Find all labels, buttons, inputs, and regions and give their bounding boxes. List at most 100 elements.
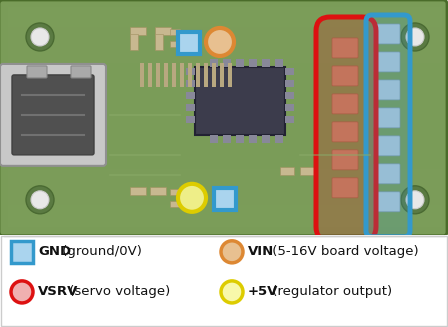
Bar — [8, 103, 442, 105]
Bar — [8, 43, 442, 45]
Bar — [8, 179, 442, 181]
Bar — [8, 41, 442, 43]
Bar — [8, 9, 442, 11]
Bar — [8, 19, 442, 21]
Bar — [8, 187, 442, 189]
Bar — [285, 68, 294, 75]
Bar — [8, 57, 442, 59]
Bar — [8, 163, 442, 165]
Bar — [8, 81, 442, 83]
Bar — [8, 27, 442, 29]
Bar — [228, 63, 232, 87]
Bar — [223, 59, 231, 67]
Bar — [8, 15, 442, 17]
Circle shape — [206, 28, 234, 56]
Bar — [8, 205, 442, 207]
Bar — [155, 34, 163, 50]
Bar — [8, 35, 442, 37]
Circle shape — [31, 191, 49, 209]
Bar — [8, 51, 442, 53]
Bar — [8, 165, 442, 167]
Bar — [8, 181, 442, 183]
Bar — [8, 221, 442, 223]
Bar — [8, 101, 442, 103]
FancyBboxPatch shape — [374, 164, 400, 184]
Bar — [285, 92, 294, 99]
Bar — [8, 67, 442, 69]
Bar — [164, 63, 168, 87]
Bar — [8, 69, 442, 71]
Bar — [8, 185, 442, 187]
Bar — [8, 107, 442, 109]
Bar — [186, 80, 195, 87]
Bar — [8, 167, 442, 169]
FancyBboxPatch shape — [0, 64, 106, 166]
Bar — [8, 219, 442, 221]
Bar — [11, 241, 33, 263]
Bar — [8, 149, 442, 151]
Text: (regulator output): (regulator output) — [268, 285, 392, 299]
Bar — [8, 79, 442, 81]
Bar — [8, 137, 442, 139]
Bar — [8, 53, 442, 55]
Bar — [8, 47, 442, 49]
Bar — [8, 213, 442, 215]
Bar — [140, 63, 144, 87]
Bar — [8, 169, 442, 171]
Circle shape — [406, 28, 424, 46]
Circle shape — [401, 23, 429, 51]
FancyBboxPatch shape — [71, 66, 91, 78]
Bar — [8, 25, 442, 27]
FancyBboxPatch shape — [374, 108, 400, 128]
Bar — [223, 135, 231, 143]
Bar — [8, 155, 442, 157]
Bar — [188, 63, 192, 87]
Bar — [196, 63, 200, 87]
FancyBboxPatch shape — [332, 66, 358, 86]
Bar — [155, 27, 171, 35]
Bar — [8, 141, 442, 143]
Bar — [8, 189, 442, 191]
Bar — [8, 45, 442, 47]
Bar — [249, 135, 257, 143]
Bar — [8, 87, 442, 89]
Bar — [8, 183, 442, 185]
Bar — [178, 32, 200, 54]
Bar — [8, 93, 442, 95]
Bar — [262, 135, 270, 143]
Bar — [8, 121, 442, 123]
Bar — [8, 55, 442, 57]
Bar — [8, 153, 442, 155]
Bar — [8, 89, 442, 91]
Bar — [8, 143, 442, 145]
FancyBboxPatch shape — [374, 24, 400, 44]
Bar — [275, 59, 283, 67]
Bar — [8, 95, 442, 97]
Bar — [8, 127, 442, 129]
Bar — [8, 33, 442, 35]
Bar — [8, 37, 442, 39]
Bar — [8, 215, 442, 217]
Bar — [8, 145, 442, 147]
Bar — [8, 193, 442, 195]
Circle shape — [31, 28, 49, 46]
Bar — [249, 59, 257, 67]
Bar — [186, 68, 195, 75]
Bar — [186, 116, 195, 123]
Bar — [186, 104, 195, 111]
Bar — [8, 105, 442, 107]
Bar — [8, 151, 442, 153]
Bar — [8, 123, 442, 125]
Bar — [280, 167, 294, 175]
Bar — [204, 63, 208, 87]
Bar — [8, 113, 442, 115]
Bar — [8, 175, 442, 177]
Bar — [8, 11, 442, 13]
Bar — [130, 34, 138, 50]
FancyBboxPatch shape — [332, 38, 358, 58]
Text: (ground/0V): (ground/0V) — [58, 245, 142, 258]
Bar — [170, 201, 180, 207]
FancyBboxPatch shape — [374, 80, 400, 100]
Text: +5V: +5V — [248, 285, 278, 299]
Bar — [8, 73, 442, 75]
